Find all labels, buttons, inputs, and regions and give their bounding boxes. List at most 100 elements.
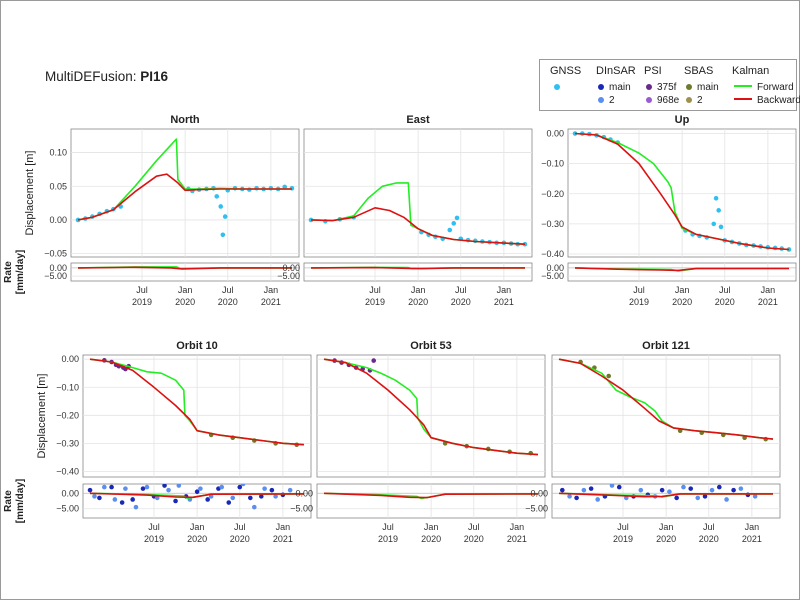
x-tick-month: Jan	[276, 522, 291, 532]
x-tick-month: Jan	[424, 522, 439, 532]
rate-point-dinsar-2	[133, 504, 139, 510]
displacement-series-group	[558, 358, 774, 442]
rate-point-dinsar-2	[724, 497, 729, 502]
panel-orbit-10: Jul 2019 Jan 2020 Jul 2020 Jan 2021 0.00 −0.10 −0.…	[3, 340, 312, 544]
legend-swatch	[686, 97, 692, 103]
displacement-point-sbas-main	[606, 373, 612, 379]
legend-swatch	[598, 97, 604, 103]
x-tick-year: 2019	[629, 297, 649, 307]
rate-tick-label: −5.00	[525, 504, 548, 514]
rate-point-dinsar-2	[166, 487, 171, 493]
rate-point-dinsar-2	[695, 495, 701, 501]
x-tick-month: Jan	[178, 285, 193, 295]
rate-point-dinsar-2	[567, 494, 572, 499]
panel-title: Orbit 121	[642, 340, 690, 352]
rate-point-dinsar-2	[112, 497, 118, 502]
x-tick-year: 2020	[451, 297, 471, 307]
rate-line-backward	[574, 267, 789, 272]
x-tick-year: 2021	[742, 534, 762, 544]
rate-series-group	[574, 267, 790, 272]
legend-heading-dinsar: DInSAR	[596, 65, 636, 77]
displacement-point-gnss	[220, 232, 226, 238]
rate-point-dinsar-2	[240, 484, 246, 487]
rate-point-dinsar-main	[97, 495, 102, 501]
rate-point-dinsar-2	[102, 484, 107, 490]
rate-tick-label: −5.00	[56, 504, 79, 514]
y-tick-label: 0.00	[49, 215, 67, 225]
rate-point-dinsar-2	[144, 484, 150, 490]
legend-label: 968e	[657, 95, 680, 106]
panel-title: Orbit 10	[176, 340, 218, 352]
displacement-line-backward	[77, 173, 292, 221]
panel-title: East	[406, 114, 430, 126]
displacement-series-group	[89, 358, 305, 448]
rate-tick-label: −5.00	[290, 504, 313, 514]
y-tick-label: −0.20	[541, 189, 564, 199]
ylabel-rate-line2: [mm/day]	[15, 250, 26, 294]
rate-point-dinsar-main	[731, 487, 736, 493]
legend-item-gnss-marker	[554, 82, 565, 93]
y-tick-label: −0.10	[541, 159, 564, 169]
rate-line-backward	[89, 492, 305, 499]
rate-point-dinsar-2	[198, 486, 203, 491]
rate-tick-label: −5.00	[44, 271, 67, 281]
y-tick-label: −0.40	[56, 466, 79, 476]
x-tick-month: Jul	[703, 522, 715, 532]
rate-point-dinsar-main	[119, 500, 125, 505]
rate-point-dinsar-main	[574, 495, 579, 501]
rate-tick-label: 0.00	[282, 263, 300, 273]
rate-point-dinsar-2	[251, 504, 257, 510]
rate-point-dinsar-2	[709, 487, 715, 493]
legend-label: main	[609, 82, 631, 93]
y-tick-label: 0.00	[546, 129, 564, 139]
rate-tick-label: 0.00	[530, 488, 548, 498]
rate-line-backward	[77, 266, 292, 270]
displacement-point-gnss	[454, 215, 460, 221]
rate-point-dinsar-2	[738, 486, 744, 491]
rate-point-dinsar-2	[92, 494, 97, 499]
x-tick-year: 2019	[132, 297, 152, 307]
displacement-point-gnss	[222, 214, 228, 219]
rate-point-dinsar-2	[230, 495, 236, 501]
panel-north: Jul 2019 Jan 2020 Jul 2020 Jan 2021 0.10 0.05 0.00…	[3, 114, 300, 307]
displacement-point-gnss	[716, 208, 721, 213]
x-tick-month: Jan	[190, 522, 205, 532]
rate-point-dinsar-main	[162, 484, 167, 488]
y-tick-label: −0.20	[56, 410, 79, 420]
x-tick-year: 2021	[494, 297, 514, 307]
x-tick-month: Jul	[234, 522, 246, 532]
displacement-point-gnss	[711, 221, 717, 227]
panel-orbit-121: Jul 2019 Jan 2020 Jul 2020 Jan 2021 0.00 −5.00 Orb…	[525, 340, 781, 544]
legend-item-sbas-main: main	[686, 82, 719, 93]
displacement-series-group	[75, 138, 295, 238]
legend-item-sbas-2: 2	[686, 95, 703, 106]
displacement-series-group	[323, 358, 539, 456]
legend-label: main	[697, 82, 719, 93]
rate-point-dinsar-2	[595, 497, 600, 502]
displacement-series-group	[572, 131, 792, 252]
rate-point-dinsar-2	[273, 494, 278, 499]
legend-swatch	[686, 84, 692, 90]
x-tick-month: Jan	[659, 522, 674, 532]
figure-title: MultiDEFusion: PI16	[45, 69, 168, 84]
x-tick-month: Jan	[745, 522, 760, 532]
displacement-point-gnss	[218, 204, 224, 209]
rate-series-group	[87, 484, 305, 510]
rate-point-dinsar-2	[219, 484, 225, 490]
legend-item-dinsar-main: main	[598, 82, 631, 93]
legend-swatch	[646, 84, 652, 90]
ylabel-rate-line1: Rate	[3, 261, 14, 283]
rate-point-dinsar-main	[237, 484, 243, 490]
rate-point-dinsar-main	[688, 486, 694, 491]
y-tick-label: −0.05	[44, 249, 67, 259]
x-tick-month: Jan	[497, 285, 512, 295]
x-tick-year: 2019	[613, 534, 633, 544]
legend-item-kalman-backward: Backward	[734, 95, 800, 106]
rate-point-dinsar-main	[109, 484, 114, 490]
rate-point-dinsar-main	[717, 484, 722, 490]
legend-label: 2	[609, 95, 615, 106]
rate-point-dinsar-2	[154, 495, 160, 501]
legend: GNSS DInSAR main 2 PSI 375f 968e SBAS main 2 Kalma…	[539, 59, 800, 111]
legend-swatch	[646, 97, 652, 103]
